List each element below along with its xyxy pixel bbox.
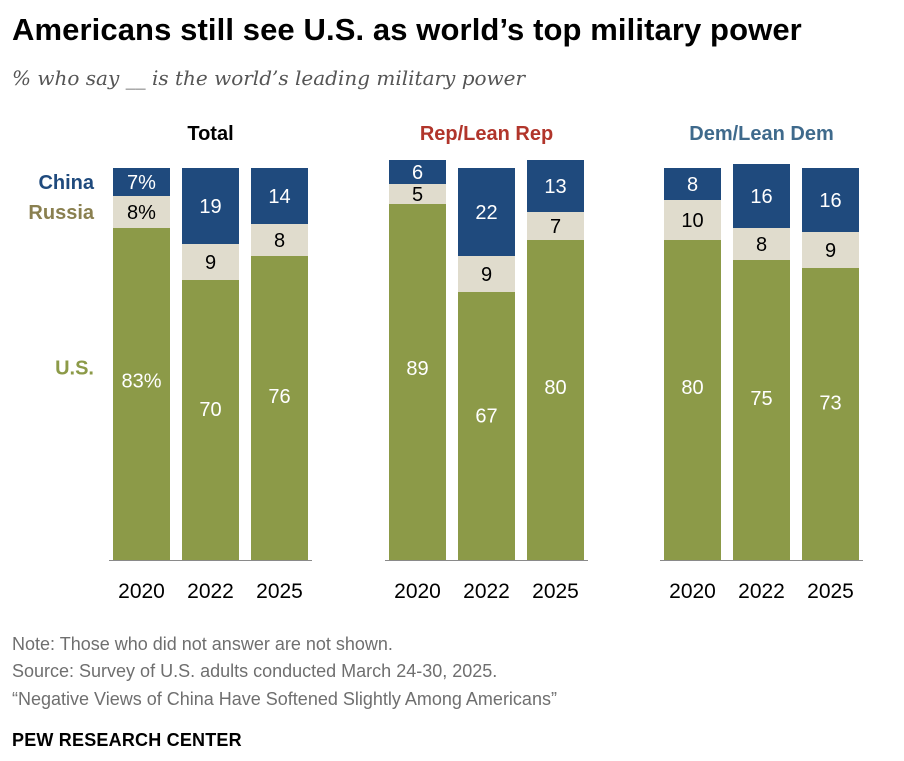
data-label: 73 bbox=[819, 392, 841, 414]
bar-segment bbox=[182, 280, 239, 560]
group-title: Dem/Lean Dem bbox=[689, 123, 834, 145]
bar-segment bbox=[802, 168, 859, 232]
chart-subtitle: % who say __ is the world’s leading mili… bbox=[12, 66, 526, 90]
bar-segment bbox=[458, 168, 515, 256]
report-title: “Negative Views of China Have Softened S… bbox=[12, 689, 557, 709]
data-label: 8% bbox=[127, 202, 156, 224]
x-tick-label: 2022 bbox=[187, 580, 234, 603]
data-label: 80 bbox=[544, 377, 566, 399]
bar-segment bbox=[527, 240, 584, 560]
bar-segment bbox=[458, 256, 515, 292]
series-label: China bbox=[38, 172, 94, 194]
chart-title: Americans still see U.S. as world’s top … bbox=[12, 12, 802, 47]
series-label: U.S. bbox=[55, 357, 94, 379]
bar-segment bbox=[113, 168, 170, 196]
series-label: Russia bbox=[28, 202, 94, 224]
bar-segment bbox=[802, 232, 859, 268]
x-tick-label: 2020 bbox=[394, 580, 441, 603]
data-label: 8 bbox=[687, 174, 698, 196]
chart-source: Source: Survey of U.S. adults conducted … bbox=[12, 661, 498, 681]
data-label: 89 bbox=[406, 358, 428, 380]
x-tick-label: 2020 bbox=[118, 580, 165, 603]
chart-note: Note: Those who did not answer are not s… bbox=[12, 634, 393, 654]
bar-segment bbox=[733, 260, 790, 560]
data-label: 6 bbox=[412, 162, 423, 184]
bar-segment bbox=[389, 184, 446, 204]
data-label: 16 bbox=[750, 186, 772, 208]
data-label: 80 bbox=[681, 377, 703, 399]
bar-segment bbox=[389, 160, 446, 184]
data-label: 70 bbox=[199, 399, 221, 421]
bar-segment bbox=[733, 164, 790, 228]
data-label: 16 bbox=[819, 190, 841, 212]
stacked-bar-chart: Total83%8%7%2020709192022768142025Rep/Le… bbox=[28, 123, 863, 603]
x-tick-label: 2022 bbox=[738, 580, 785, 603]
data-label: 9 bbox=[825, 240, 836, 262]
data-label: 76 bbox=[268, 386, 290, 408]
data-label: 14 bbox=[268, 186, 290, 208]
group-title: Total bbox=[187, 123, 233, 145]
x-tick-label: 2025 bbox=[256, 580, 303, 603]
bar-segment bbox=[802, 268, 859, 560]
bar-segment bbox=[251, 256, 308, 560]
data-label: 9 bbox=[205, 252, 216, 274]
data-label: 19 bbox=[199, 196, 221, 218]
data-label: 75 bbox=[750, 388, 772, 410]
x-tick-label: 2025 bbox=[807, 580, 854, 603]
bar-segment bbox=[251, 168, 308, 224]
data-label: 22 bbox=[475, 202, 497, 224]
bar-segment bbox=[664, 168, 721, 200]
bar-segment bbox=[664, 240, 721, 560]
bar-segment bbox=[182, 244, 239, 280]
data-label: 10 bbox=[681, 210, 703, 232]
bar-segment bbox=[251, 224, 308, 256]
x-tick-label: 2025 bbox=[532, 580, 579, 603]
data-label: 9 bbox=[481, 264, 492, 286]
group-title: Rep/Lean Rep bbox=[420, 123, 553, 145]
data-label: 7 bbox=[550, 216, 561, 238]
bar-segment bbox=[527, 212, 584, 240]
data-label: 5 bbox=[412, 184, 423, 206]
data-label: 83% bbox=[121, 371, 161, 393]
bar-segment bbox=[527, 160, 584, 212]
bar-segment bbox=[664, 200, 721, 240]
data-label: 8 bbox=[756, 234, 767, 256]
data-label: 7% bbox=[127, 172, 156, 194]
x-tick-label: 2020 bbox=[669, 580, 716, 603]
bar-segment bbox=[458, 292, 515, 560]
bar-segment bbox=[113, 228, 170, 560]
bar-segment bbox=[733, 228, 790, 260]
bar-segment bbox=[113, 196, 170, 228]
data-label: 67 bbox=[475, 405, 497, 427]
data-label: 8 bbox=[274, 230, 285, 252]
data-label: 13 bbox=[544, 176, 566, 198]
brand-logo-text: PEW RESEARCH CENTER bbox=[12, 730, 242, 750]
bar-segment bbox=[182, 168, 239, 244]
x-tick-label: 2022 bbox=[463, 580, 510, 603]
bar-segment bbox=[389, 204, 446, 560]
